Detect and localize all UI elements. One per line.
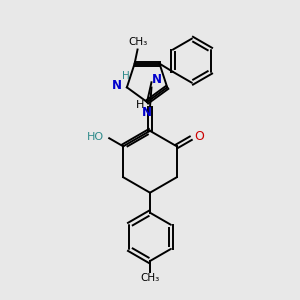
- Text: N: N: [152, 74, 162, 86]
- Text: HO: HO: [87, 132, 104, 142]
- Text: CH₃: CH₃: [140, 273, 160, 284]
- Text: N: N: [142, 106, 152, 119]
- Text: CH₃: CH₃: [128, 37, 148, 47]
- Text: H: H: [122, 71, 130, 82]
- Text: O: O: [194, 130, 204, 143]
- Text: N: N: [112, 80, 122, 92]
- Text: H: H: [136, 100, 144, 110]
